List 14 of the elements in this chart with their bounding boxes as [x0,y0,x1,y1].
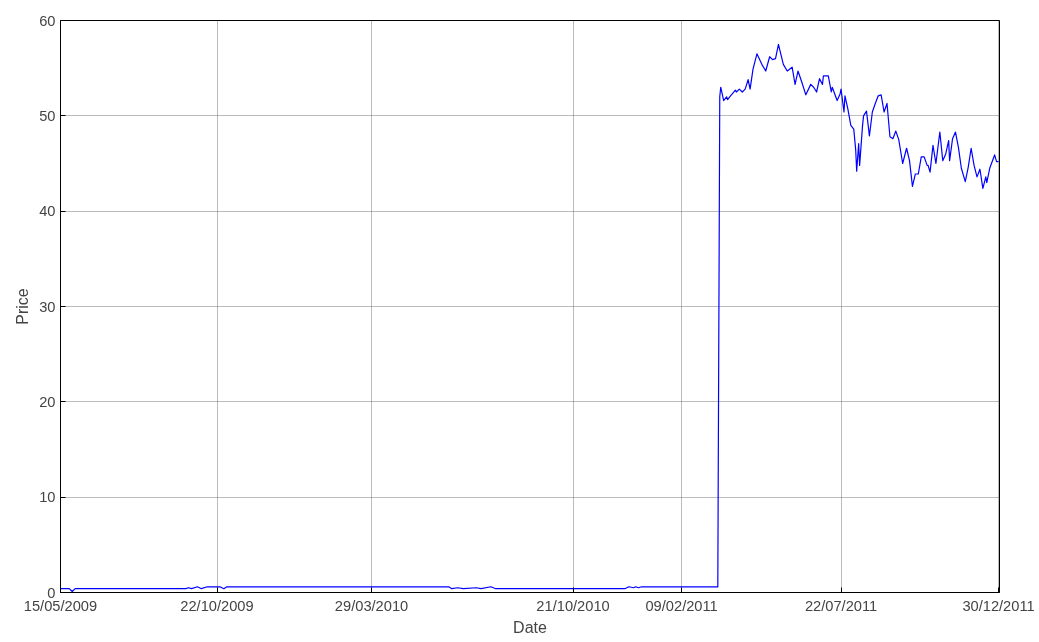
x-tick-label: 30/12/2011 [962,597,1035,614]
x-axis-title: Date [513,618,547,636]
y-tick-label: 40 [39,203,56,220]
y-tick-label: 60 [39,12,56,29]
x-tick-label: 29/03/2010 [334,597,409,614]
y-tick-label: 50 [39,107,56,124]
y-axis-title: Price [14,288,32,325]
y-tick-label: 30 [39,298,56,315]
y-tick-label: 10 [39,489,56,506]
x-tick-label: 22/07/2011 [804,597,878,614]
x-tick-label: 22/10/2009 [180,597,254,614]
x-tick-label: 09/02/2011 [645,597,718,614]
y-tick-label: 20 [39,393,56,410]
x-tick-label: 21/10/2010 [536,597,610,614]
